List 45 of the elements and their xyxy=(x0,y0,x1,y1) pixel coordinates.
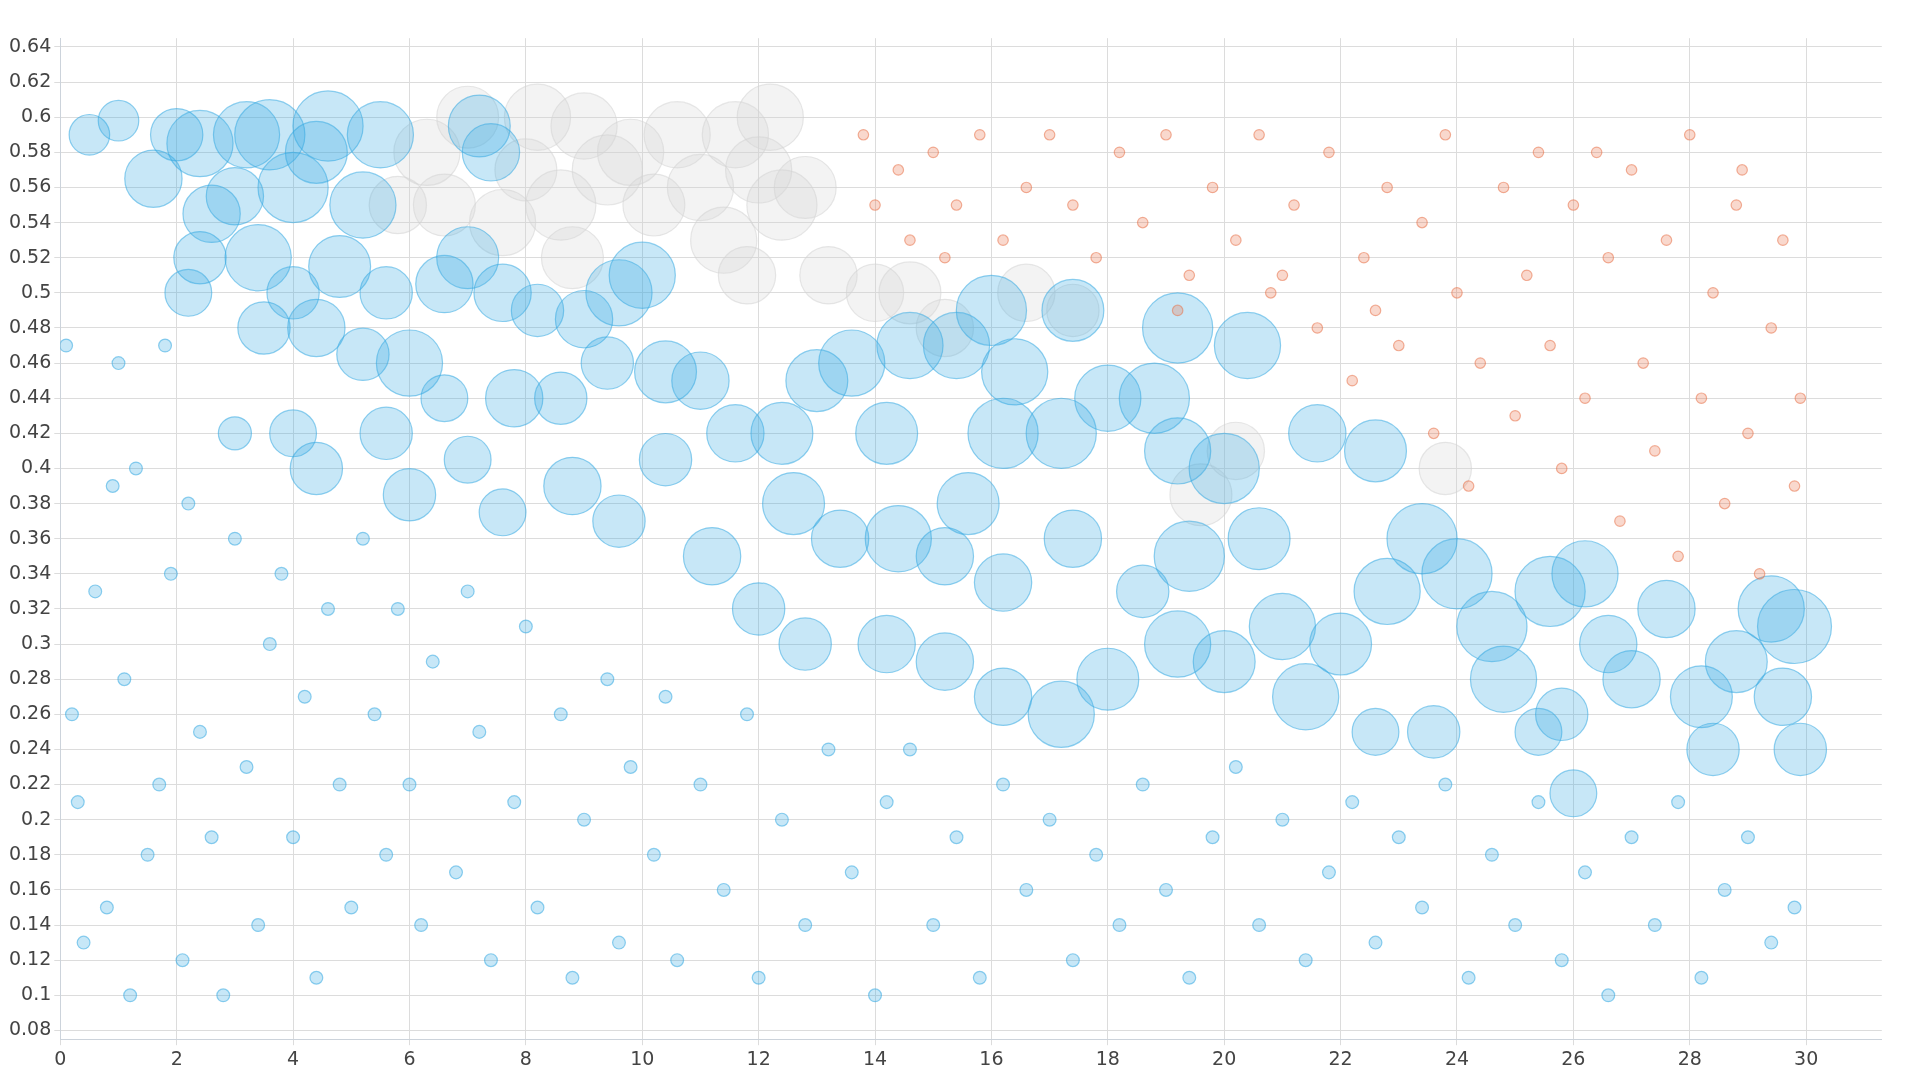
y-tick-label: 0.56 xyxy=(8,174,52,197)
y-tick-label: 0.3 xyxy=(21,631,52,654)
y-tick-label: 0.36 xyxy=(8,525,52,548)
x-tick-label: 0 xyxy=(54,1046,67,1069)
y-tick-label: 0.22 xyxy=(8,771,52,794)
y-tick-label: 0.44 xyxy=(8,385,52,408)
y-tick-label: 0.4 xyxy=(21,455,52,478)
y-tick-label: 0.52 xyxy=(8,244,52,267)
y-tick-label: 0.62 xyxy=(8,69,52,92)
x-tick-label: 16 xyxy=(979,1046,1004,1069)
x-tick-label: 20 xyxy=(1212,1046,1237,1069)
y-tick-label: 0.38 xyxy=(8,490,52,513)
y-tick-label: 0.32 xyxy=(8,595,52,618)
x-tick-label: 18 xyxy=(1095,1046,1120,1069)
y-tick-label: 0.16 xyxy=(8,876,52,899)
x-tick-label: 10 xyxy=(630,1046,655,1069)
y-tick-label: 0.18 xyxy=(8,841,52,864)
x-tick-label: 8 xyxy=(519,1046,532,1069)
y-tick-label: 0.58 xyxy=(8,139,52,162)
y-tick-label: 0.42 xyxy=(8,420,52,443)
x-tick-label: 6 xyxy=(403,1046,416,1069)
y-tick-label: 0.28 xyxy=(8,666,52,689)
y-tick-label: 0.48 xyxy=(8,314,52,337)
y-tick-label: 0.5 xyxy=(21,279,52,302)
y-tick-label: 0.14 xyxy=(8,911,52,934)
y-tick-label: 0.54 xyxy=(8,209,52,232)
y-tick-label: 0.46 xyxy=(8,350,52,373)
x-tick-label: 26 xyxy=(1561,1046,1586,1069)
x-tick-label: 28 xyxy=(1677,1046,1702,1069)
x-tick-label: 14 xyxy=(862,1046,888,1069)
y-tick-label: 0.26 xyxy=(8,701,52,724)
y-tick-label: 0.24 xyxy=(8,736,52,759)
y-tick-label: 0.6 xyxy=(21,104,52,127)
x-tick-label: 30 xyxy=(1794,1046,1819,1069)
y-tick-label: 0.34 xyxy=(8,560,52,583)
x-tick-label: 2 xyxy=(170,1046,183,1069)
x-tick-label: 24 xyxy=(1444,1046,1470,1069)
x-tick-label: 12 xyxy=(746,1046,771,1069)
x-tick-label: 22 xyxy=(1328,1046,1353,1069)
y-tick-label: 0.12 xyxy=(8,947,52,970)
y-tick-label: 0.08 xyxy=(8,1017,52,1040)
y-tick-label: 0.2 xyxy=(21,806,52,829)
y-tick-label: 0.1 xyxy=(21,982,52,1005)
y-tick-label: 0.64 xyxy=(8,33,52,56)
x-tick-label: 4 xyxy=(287,1046,300,1069)
